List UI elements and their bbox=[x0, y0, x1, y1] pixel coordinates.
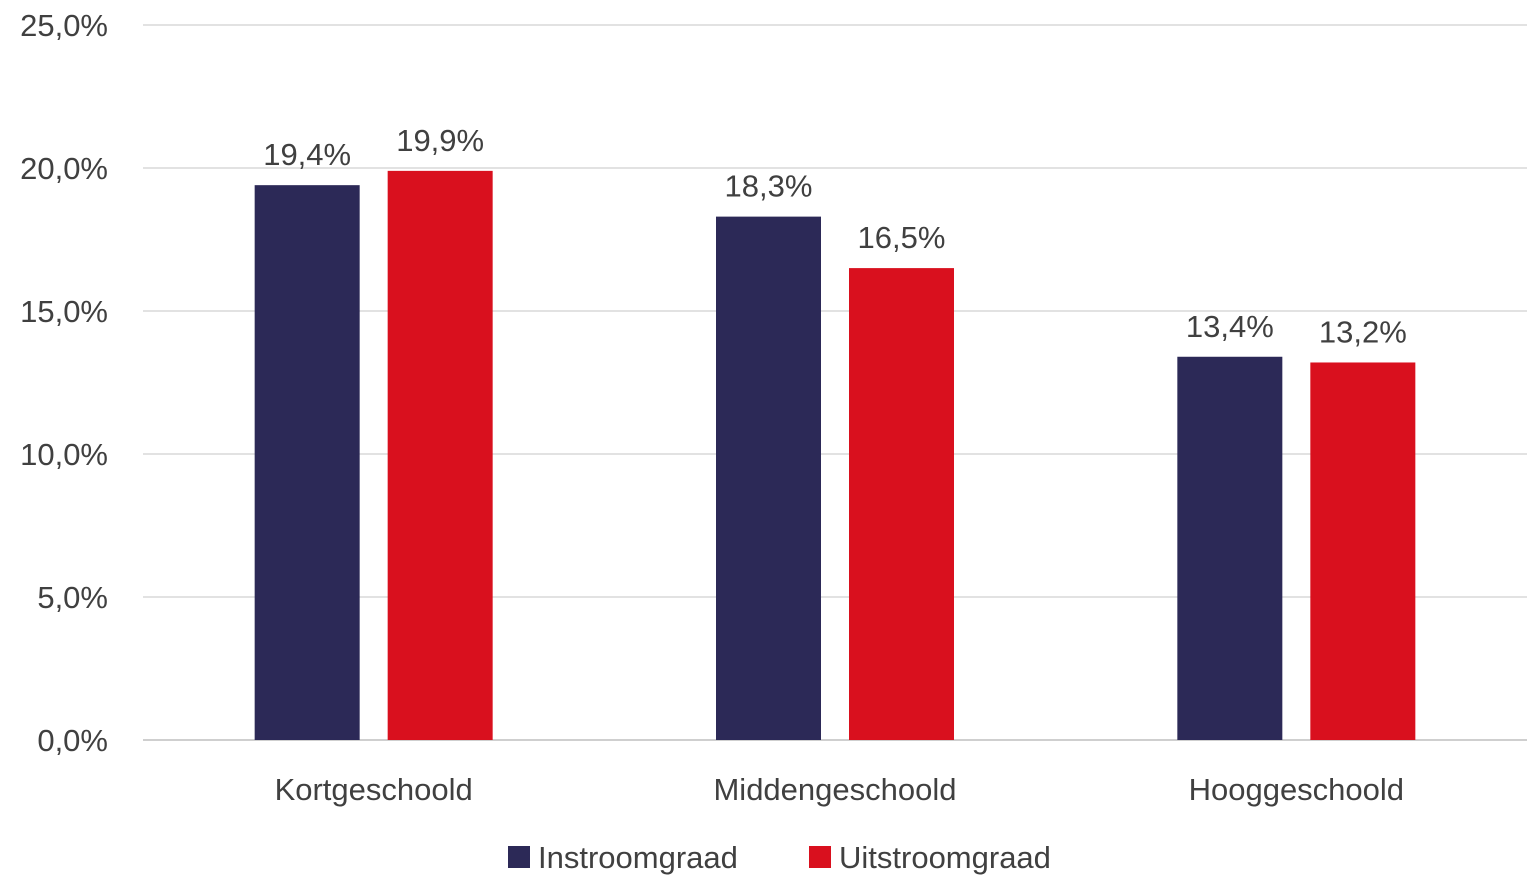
legend-swatch bbox=[809, 846, 831, 868]
bar-uitstroomgraad-hooggeschoold bbox=[1310, 362, 1416, 740]
data-label: 19,9% bbox=[396, 123, 484, 158]
y-tick-label: 15,0% bbox=[20, 294, 108, 329]
bar-instroomgraad-hooggeschoold bbox=[1177, 356, 1283, 740]
legend-swatch bbox=[508, 846, 530, 868]
data-label: 13,4% bbox=[1186, 309, 1274, 344]
data-label: 16,5% bbox=[858, 220, 946, 255]
bar-instroomgraad-middengeschoold bbox=[716, 216, 821, 740]
legend-label: Uitstroomgraad bbox=[839, 840, 1051, 875]
legend-label: Instroomgraad bbox=[538, 840, 738, 875]
bar-instroomgraad-kortgeschoold bbox=[254, 185, 360, 740]
y-tick-label: 20,0% bbox=[20, 151, 108, 186]
data-label: 18,3% bbox=[725, 169, 813, 204]
bar-uitstroomgraad-middengeschoold bbox=[849, 268, 954, 740]
y-tick-label: 5,0% bbox=[37, 580, 108, 615]
x-category-label: Middengeschoold bbox=[713, 772, 956, 807]
y-tick-label: 10,0% bbox=[20, 437, 108, 472]
y-tick-label: 25,0% bbox=[20, 8, 108, 43]
bar-uitstroomgraad-kortgeschoold bbox=[387, 170, 493, 741]
x-category-label: Kortgeschoold bbox=[275, 772, 473, 807]
x-category-label: Hooggeschoold bbox=[1189, 772, 1404, 807]
y-tick-label: 0,0% bbox=[37, 723, 108, 758]
data-label: 13,2% bbox=[1319, 314, 1407, 349]
data-label: 19,4% bbox=[263, 137, 351, 172]
